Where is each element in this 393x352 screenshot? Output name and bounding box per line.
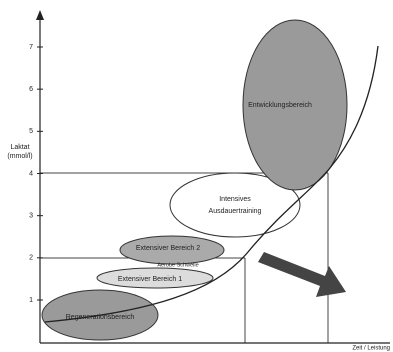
y-tick-label: 4 (29, 170, 33, 177)
y-tick-label: 7 (29, 44, 33, 51)
axes (39, 15, 390, 344)
zone-note: Aerobe Schwelle (157, 262, 198, 268)
zone-label: Entwicklungsbereich (248, 102, 312, 109)
y-tick-label: 2 (29, 255, 33, 262)
y-tick-label: 6 (29, 86, 33, 93)
zone (169, 172, 301, 238)
zone-label: Extensiver Bereich 1 (118, 276, 182, 283)
y-tick-label: 5 (29, 128, 33, 135)
y-axis-label: (mmol/l) (7, 153, 32, 160)
x-axis-label: Zeit / Leistung (352, 346, 390, 352)
zone (96, 267, 214, 289)
y-axis-label: Laktat (10, 144, 29, 151)
arrow (258, 252, 346, 297)
zone (242, 19, 348, 191)
zone (119, 235, 225, 265)
zone-label: Ausdauertraining (209, 208, 262, 215)
lactate-curve (44, 45, 379, 323)
zone-label: Regenerationsbereich (66, 314, 135, 321)
zone-label: Intensives (219, 196, 251, 203)
y-tick-label: 1 (29, 297, 33, 304)
axis-arrow (36, 10, 44, 20)
zone-label: Extensiver Bereich 2 (136, 245, 200, 252)
y-tick-label: 3 (29, 213, 33, 220)
